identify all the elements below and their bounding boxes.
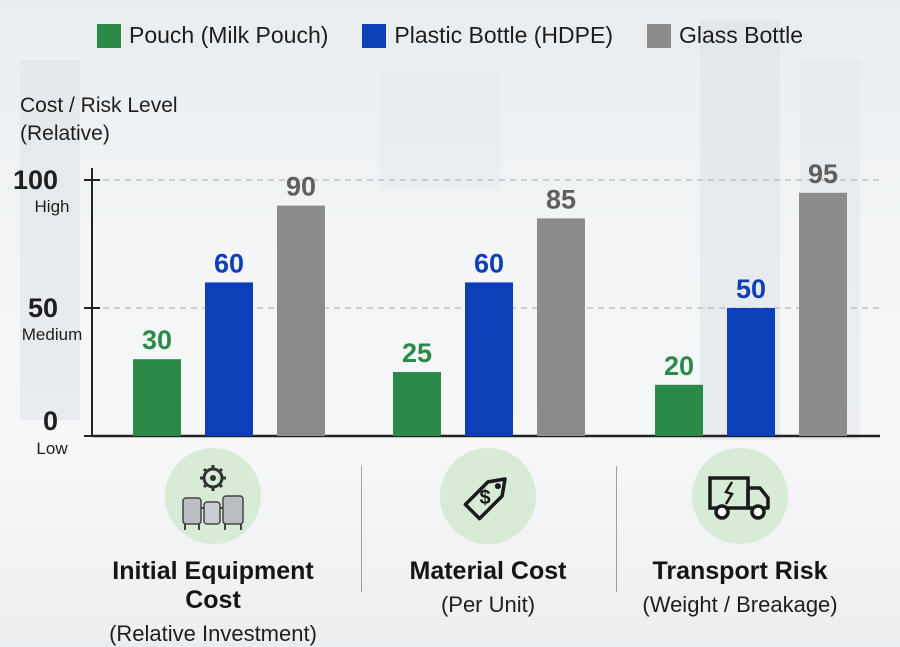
category-subtitle-material-cost: (Per Unit) bbox=[440, 592, 536, 617]
bar-value-label: 60 bbox=[474, 248, 504, 278]
category-divider bbox=[361, 466, 362, 592]
bar-plastic bbox=[727, 308, 775, 436]
bar-value-label: 30 bbox=[142, 325, 172, 355]
bar-glass bbox=[277, 205, 325, 436]
category-initial-equipment: Initial Equipment Cost (Relative Investm… bbox=[83, 448, 343, 647]
legend-item-pouch: Pouch (Milk Pouch) bbox=[97, 22, 328, 49]
icon-badge-material: $ bbox=[440, 448, 536, 544]
legend-swatch-plastic bbox=[362, 23, 387, 48]
bar-value-label: 95 bbox=[808, 159, 838, 189]
y-tick-sublabel: Low bbox=[36, 439, 68, 458]
bar-value-label: 85 bbox=[546, 184, 576, 214]
bar-value-label: 25 bbox=[402, 338, 432, 368]
legend-swatch-glass bbox=[646, 23, 671, 48]
y-axis-title-line-1: Cost / Risk Level bbox=[20, 94, 178, 117]
legend-label-glass: Glass Bottle bbox=[678, 22, 803, 48]
gear-tanks-icon bbox=[182, 465, 244, 530]
bar-glass bbox=[537, 218, 585, 436]
bar-pouch bbox=[393, 372, 441, 436]
y-tick-label: 50 bbox=[28, 293, 58, 323]
icon-badge-transport bbox=[692, 448, 788, 544]
bar-plastic bbox=[465, 282, 513, 436]
category-title-initial-equipment: Initial Equipment Cost bbox=[112, 557, 314, 614]
price-tag-icon: $ bbox=[463, 477, 507, 521]
bar-value-label: 20 bbox=[664, 351, 694, 381]
legend-label-pouch: Pouch (Milk Pouch) bbox=[129, 22, 329, 48]
category-transport-risk: Transport Risk (Weight / Breakage) bbox=[610, 448, 870, 618]
category-divider bbox=[616, 466, 617, 592]
y-axis-title: Cost / Risk Level (Relative) bbox=[20, 92, 190, 148]
category-subtitle-transport-risk: (Weight / Breakage) bbox=[642, 592, 838, 617]
category-subtitle-initial-equipment: (Relative Investment) bbox=[109, 621, 317, 646]
category-title-material-cost: Material Cost bbox=[409, 557, 567, 585]
y-tick-label: 100 bbox=[13, 165, 58, 195]
broken-truck-icon bbox=[708, 476, 770, 520]
legend-item-glass: Glass Bottle bbox=[646, 22, 803, 49]
bar-value-label: 90 bbox=[286, 172, 316, 202]
legend-swatch-pouch bbox=[97, 23, 121, 48]
category-title-transport-risk: Transport Risk bbox=[652, 557, 828, 585]
y-tick-sublabel: Medium bbox=[22, 325, 82, 344]
bar-glass bbox=[799, 192, 847, 436]
legend-label-plastic: Plastic Bottle (HDPE) bbox=[394, 22, 613, 48]
bar-value-label: 50 bbox=[736, 274, 766, 304]
bar-pouch bbox=[133, 359, 181, 436]
legend-item-plastic: Plastic Bottle (HDPE) bbox=[362, 22, 613, 49]
y-tick-label: 0 bbox=[43, 406, 58, 436]
legend: Pouch (Milk Pouch) Plastic Bottle (HDPE)… bbox=[0, 22, 900, 49]
y-tick-sublabel: High bbox=[35, 197, 70, 216]
y-axis-title-line-2: (Relative) bbox=[20, 122, 110, 145]
category-material-cost: $ Material Cost (Per Unit) bbox=[358, 448, 618, 618]
bar-value-label: 60 bbox=[214, 248, 244, 278]
svg-text:$: $ bbox=[479, 487, 490, 509]
bar-plastic bbox=[205, 282, 253, 436]
bar-pouch bbox=[655, 384, 703, 436]
icon-badge-equipment bbox=[165, 448, 261, 544]
